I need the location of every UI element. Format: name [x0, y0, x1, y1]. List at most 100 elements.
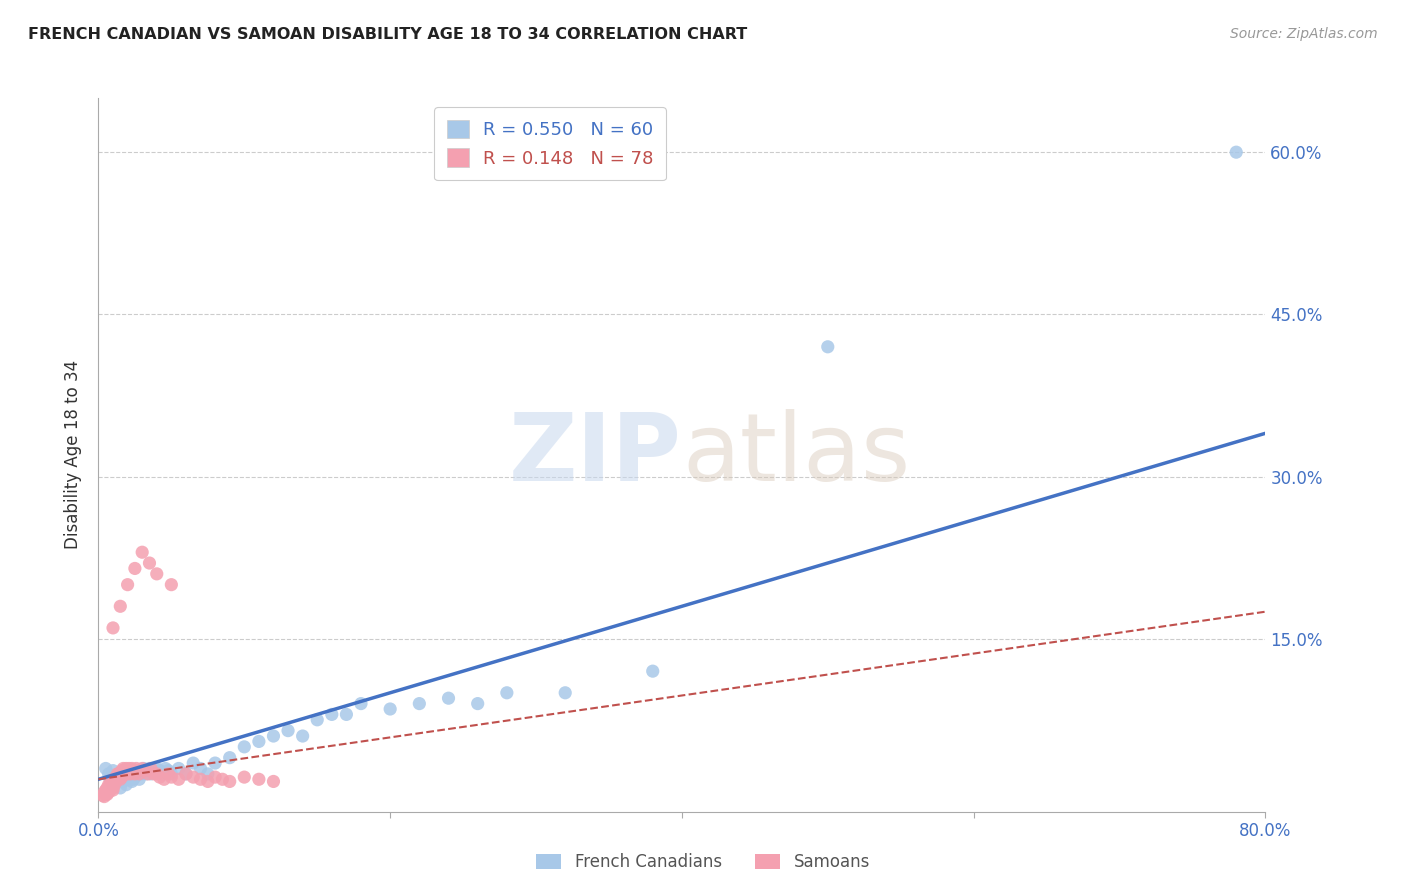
Point	[97, 767, 120, 781]
Point	[98, 778, 121, 792]
Point	[124, 770, 146, 784]
Point	[335, 707, 357, 722]
Point	[111, 764, 134, 778]
Point	[101, 621, 124, 635]
Point	[97, 783, 120, 797]
Point	[112, 767, 135, 781]
Point	[495, 686, 517, 700]
Point	[103, 778, 125, 792]
Point	[437, 691, 460, 706]
Point	[132, 762, 155, 776]
Point	[98, 783, 121, 797]
Point	[94, 783, 117, 797]
Point	[115, 762, 138, 776]
Point	[111, 770, 134, 784]
Text: Source: ZipAtlas.com: Source: ZipAtlas.com	[1230, 27, 1378, 41]
Point	[136, 767, 159, 781]
Point	[174, 767, 197, 781]
Point	[104, 774, 127, 789]
Point	[110, 780, 132, 795]
Point	[142, 767, 165, 781]
Point	[121, 762, 143, 776]
Point	[149, 764, 172, 778]
Point	[120, 767, 142, 781]
Point	[124, 561, 146, 575]
Point	[105, 772, 128, 787]
Point	[114, 764, 136, 778]
Point	[817, 340, 839, 354]
Point	[307, 713, 329, 727]
Point	[135, 767, 157, 781]
Point	[101, 783, 124, 797]
Point	[157, 767, 180, 781]
Point	[122, 764, 145, 778]
Point	[120, 767, 142, 781]
Point	[93, 785, 115, 799]
Point	[247, 734, 270, 748]
Point	[117, 767, 139, 781]
Point	[128, 767, 150, 781]
Point	[262, 774, 284, 789]
Point	[134, 764, 156, 778]
Y-axis label: Disability Age 18 to 34: Disability Age 18 to 34	[65, 360, 83, 549]
Point	[155, 762, 177, 776]
Point	[100, 780, 122, 795]
Point	[153, 772, 176, 787]
Point	[111, 772, 134, 787]
Point	[97, 785, 120, 799]
Point	[94, 788, 117, 802]
Point	[554, 686, 576, 700]
Point	[101, 778, 124, 792]
Point	[146, 566, 169, 581]
Point	[110, 767, 132, 781]
Point	[181, 756, 204, 770]
Point	[125, 768, 148, 782]
Point	[218, 750, 240, 764]
Point	[98, 772, 121, 787]
Point	[174, 767, 197, 781]
Point	[167, 762, 190, 776]
Point	[118, 769, 141, 783]
Point	[1225, 145, 1247, 160]
Point	[110, 772, 132, 787]
Point	[117, 577, 139, 591]
Point	[101, 764, 124, 778]
Point	[100, 774, 122, 789]
Point	[247, 772, 270, 787]
Point	[101, 778, 124, 792]
Point	[218, 774, 240, 789]
Point	[350, 697, 373, 711]
Point	[233, 739, 256, 754]
Point	[114, 770, 136, 784]
Point	[93, 789, 115, 804]
Legend: French Canadians, Samoans: French Canadians, Samoans	[527, 845, 879, 880]
Point	[233, 770, 256, 784]
Point	[138, 762, 160, 776]
Point	[167, 772, 190, 787]
Point	[101, 772, 124, 787]
Point	[321, 707, 343, 722]
Point	[160, 767, 183, 781]
Point	[157, 764, 180, 778]
Point	[378, 702, 402, 716]
Text: FRENCH CANADIAN VS SAMOAN DISABILITY AGE 18 TO 34 CORRELATION CHART: FRENCH CANADIAN VS SAMOAN DISABILITY AGE…	[28, 27, 748, 42]
Point	[467, 697, 489, 711]
Point	[139, 762, 162, 776]
Point	[139, 767, 162, 781]
Point	[131, 767, 153, 781]
Point	[641, 664, 664, 678]
Point	[108, 767, 131, 781]
Text: atlas: atlas	[682, 409, 910, 501]
Text: ZIP: ZIP	[509, 409, 682, 501]
Point	[105, 774, 128, 789]
Point	[122, 772, 145, 787]
Point	[181, 770, 204, 784]
Point	[101, 780, 124, 795]
Point	[128, 772, 150, 787]
Point	[131, 762, 153, 776]
Point	[197, 767, 219, 781]
Point	[197, 774, 219, 789]
Point	[146, 762, 169, 776]
Point	[96, 785, 118, 799]
Point	[277, 723, 299, 738]
